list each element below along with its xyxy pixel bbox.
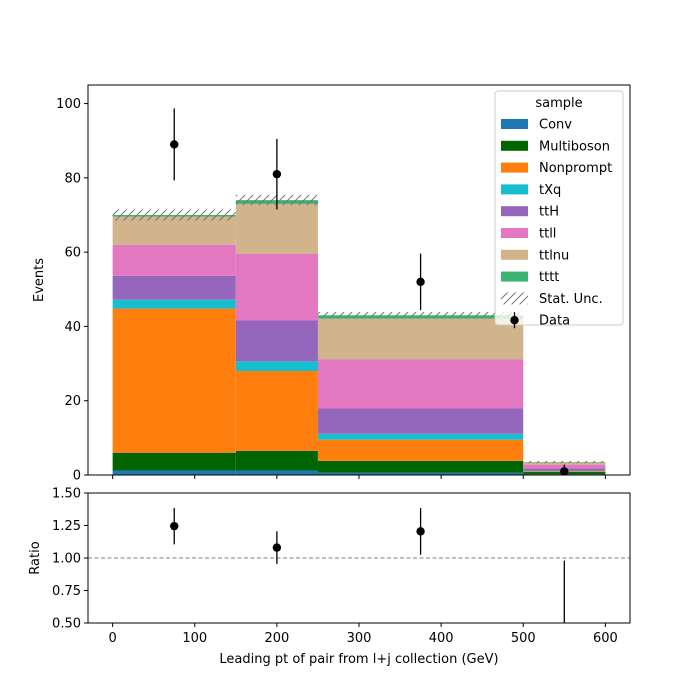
legend-label-data: Data bbox=[539, 314, 570, 329]
data-point-1 bbox=[272, 169, 282, 179]
bar-conv-2 bbox=[317, 472, 524, 475]
legend-label-tttt: tttt bbox=[539, 270, 559, 285]
bar-tth-0 bbox=[112, 275, 236, 300]
legend-title: sample bbox=[535, 96, 582, 111]
bar-txq-1 bbox=[235, 361, 318, 371]
main-ytick-label-4: 80 bbox=[64, 171, 81, 186]
bar-conv-1 bbox=[235, 470, 318, 475]
legend-label-conv: Conv bbox=[539, 118, 572, 133]
bar-ttll-1 bbox=[235, 254, 318, 321]
legend-label-stat-unc: Stat. Unc. bbox=[539, 292, 603, 307]
bar-ttlnu-1 bbox=[235, 203, 318, 254]
bar-conv-0 bbox=[112, 470, 236, 475]
legend-label-ttll: ttll bbox=[539, 227, 556, 242]
xtick-label-3: 300 bbox=[347, 631, 372, 646]
bar-tth-2 bbox=[317, 408, 524, 434]
legend-swatch-multiboson bbox=[501, 140, 528, 151]
legend-data-marker bbox=[510, 316, 519, 325]
bar-nonprompt-0 bbox=[112, 308, 236, 453]
legend-swatch-nonprompt bbox=[501, 162, 528, 173]
stat-unc-band-0 bbox=[112, 209, 236, 221]
legend-label-tth: ttH bbox=[539, 205, 559, 220]
ratio-panel: 0.50 0.75 1.00 1.25 1.50 0 100 200 300 400 500 600 R… bbox=[28, 487, 631, 667]
xtick-label-2: 200 bbox=[264, 631, 289, 646]
stat-unc-band-2 bbox=[317, 311, 524, 319]
xtick-label-1: 100 bbox=[182, 631, 207, 646]
bar-tth-1 bbox=[235, 320, 318, 362]
stat-unc-band-3 bbox=[523, 460, 606, 464]
main-panel: 0 20 40 60 80 100 Events bbox=[32, 84, 631, 484]
bar-multiboson-0 bbox=[112, 452, 236, 471]
bar-txq-2 bbox=[317, 433, 524, 440]
bar-nonprompt-2 bbox=[317, 439, 524, 461]
ratio-point-1 bbox=[272, 543, 282, 552]
legend-swatch-tth bbox=[501, 206, 528, 217]
legend-swatch-conv bbox=[501, 119, 528, 129]
ratio-ylabel: Ratio bbox=[28, 541, 43, 574]
bar-ttlnu-0 bbox=[112, 216, 236, 245]
xtick-label-4: 400 bbox=[429, 631, 454, 646]
main-ytick-label-5: 100 bbox=[56, 97, 81, 112]
xtick-label-5: 500 bbox=[511, 631, 536, 646]
bar-ttlnu-3 bbox=[523, 462, 606, 465]
legend-swatch-ttlnu bbox=[501, 249, 528, 260]
legend-swatch-ttll bbox=[501, 228, 528, 238]
ratio-ytick-label-2: 1.00 bbox=[52, 552, 81, 567]
data-point-2 bbox=[416, 277, 425, 287]
data-point-0 bbox=[170, 140, 179, 149]
legend: sample Conv Multiboson Nonprompt tXq ttH ttll t… bbox=[494, 90, 624, 329]
bar-multiboson-2 bbox=[317, 460, 524, 473]
ratio-ytick-label-3: 1.25 bbox=[52, 519, 81, 534]
legend-label-multiboson: Multiboson bbox=[539, 139, 610, 154]
bar-ttll-2 bbox=[317, 359, 524, 409]
legend-label-ttlnu: ttlnu bbox=[539, 248, 569, 263]
legend-swatch-txq bbox=[501, 184, 528, 195]
bar-nonprompt-1 bbox=[235, 371, 318, 451]
xlabel: Leading pt of pair from l+j collection (… bbox=[219, 652, 498, 667]
bar-ttll-0 bbox=[112, 244, 236, 276]
ratio-ytick-label-1: 0.75 bbox=[52, 584, 81, 599]
bar-ttlnu-2 bbox=[317, 318, 524, 360]
main-ytick-label-3: 60 bbox=[64, 246, 81, 261]
main-ytick-label-1: 20 bbox=[64, 394, 81, 409]
xtick-label-0: 0 bbox=[108, 631, 116, 646]
legend-label-txq: tXq bbox=[539, 183, 561, 198]
main-ytick-label-2: 40 bbox=[64, 320, 81, 335]
main-ylabel: Events bbox=[32, 258, 47, 302]
main-ytick-label-0: 0 bbox=[73, 469, 81, 484]
bar-multiboson-1 bbox=[235, 450, 318, 471]
legend-swatch-tttt bbox=[501, 271, 528, 282]
ratio-point-2 bbox=[416, 527, 425, 536]
data-point-3 bbox=[560, 467, 569, 476]
legend-swatch-stat-unc bbox=[501, 292, 528, 305]
ratio-ytick-label-4: 1.50 bbox=[52, 487, 81, 502]
legend-label-nonprompt: Nonprompt bbox=[539, 161, 612, 176]
ratio-ytick-label-0: 0.50 bbox=[52, 617, 81, 632]
xtick-label-6: 600 bbox=[593, 631, 618, 646]
ratio-point-0 bbox=[170, 521, 179, 531]
bar-txq-0 bbox=[112, 299, 236, 309]
